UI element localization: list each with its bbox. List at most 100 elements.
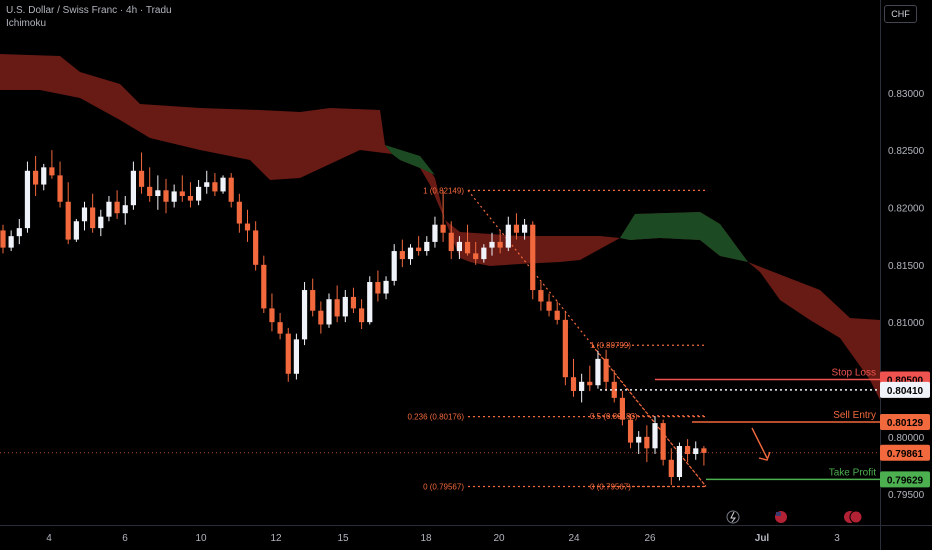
fib-right-label: 1 (0.80799) xyxy=(590,341,631,350)
candle-body xyxy=(676,446,683,477)
entry-ref-badge xyxy=(880,381,930,398)
fib-right-label: 0.5 (0.80183) xyxy=(590,412,638,421)
candle-body xyxy=(538,290,544,302)
projection-arrow xyxy=(751,427,768,459)
ichimoku-cloud xyxy=(0,54,880,400)
fib-left-label: 0 (0.79567) xyxy=(423,483,464,492)
candle-body xyxy=(41,167,47,185)
y-tick-label: 0.79500 xyxy=(888,490,925,501)
candle-body xyxy=(570,377,577,391)
candle-body xyxy=(253,230,259,265)
candle-body xyxy=(261,264,267,309)
candle-body xyxy=(473,253,479,260)
candle-body xyxy=(98,216,104,229)
x-tick-label: 12 xyxy=(270,533,282,544)
entry-ref-badge-text: 0.80410 xyxy=(887,386,924,397)
x-tick-label: 18 xyxy=(420,533,432,544)
candle-body xyxy=(603,358,609,382)
candle-body xyxy=(611,381,617,398)
candle-body xyxy=(269,308,275,323)
candle-body xyxy=(383,280,389,294)
candle-body xyxy=(701,448,707,453)
y-tick-label: 0.83000 xyxy=(888,89,925,100)
candle-body xyxy=(464,241,471,254)
candle-body xyxy=(57,175,63,202)
y-tick-label: 0.82000 xyxy=(888,203,925,214)
candle-body xyxy=(424,241,430,252)
candle-body xyxy=(16,228,22,237)
candle-body xyxy=(448,232,454,252)
y-tick-label: 0.82500 xyxy=(888,146,925,157)
candle-body xyxy=(391,251,397,281)
candle-body xyxy=(489,241,495,248)
candle-body xyxy=(24,170,31,229)
candle-body xyxy=(204,182,210,187)
candle-body xyxy=(579,381,585,391)
candle-body xyxy=(660,423,666,460)
candle-body xyxy=(497,241,503,248)
candle-body xyxy=(155,190,161,197)
candle-body xyxy=(644,436,650,449)
symbol-title: U.S. Dollar / Swiss Franc · 4h · Tradu xyxy=(6,5,172,16)
candle-body xyxy=(33,170,39,185)
indicator-label[interactable]: Ichimoku xyxy=(6,18,47,29)
x-tick-label: 3 xyxy=(834,533,840,544)
candle-body xyxy=(546,301,552,311)
candle-body xyxy=(481,247,487,260)
x-tick-label: 15 xyxy=(337,533,349,544)
x-tick-label: Jul xyxy=(755,533,770,544)
y-tick-label: 0.80000 xyxy=(888,433,925,444)
sell-entry-badge xyxy=(880,414,930,431)
x-tick-label: 10 xyxy=(195,533,207,544)
candle-body xyxy=(65,201,71,240)
y-tick-label: 0.81500 xyxy=(888,261,925,272)
candle-body xyxy=(652,423,658,449)
last-price-badge xyxy=(880,444,930,461)
candle-body xyxy=(350,296,357,309)
candle-body xyxy=(668,459,674,477)
candle-body xyxy=(693,448,699,455)
candle-body xyxy=(277,322,283,334)
fib-left-label: 1 (0.82149) xyxy=(423,186,464,195)
candle-body xyxy=(318,310,324,325)
candle-body xyxy=(334,299,340,317)
candle-body xyxy=(0,230,6,248)
projection-arrow-head xyxy=(758,451,771,461)
candle-body xyxy=(163,190,169,202)
candle-body xyxy=(122,205,128,214)
candle-body xyxy=(595,358,601,386)
candle-body xyxy=(416,247,422,252)
candle-body xyxy=(636,436,642,443)
us-flag-icon-canton xyxy=(776,512,781,516)
take-profit-badge xyxy=(880,471,930,488)
candle-body xyxy=(49,167,55,176)
candle-body xyxy=(627,419,634,443)
x-tick-label: 24 xyxy=(568,533,580,544)
stop-loss-badge-text: 0.80500 xyxy=(887,376,924,387)
candle-body xyxy=(440,224,446,233)
candle-body xyxy=(293,339,299,374)
candle-body xyxy=(685,446,691,455)
candle-body xyxy=(114,201,120,214)
ichimoku-cloud-bullish xyxy=(385,145,435,175)
candle-body xyxy=(342,296,348,317)
candle-body xyxy=(236,201,242,224)
fib-left-trend xyxy=(467,190,707,487)
candle-body xyxy=(244,223,251,231)
candle-body xyxy=(619,397,625,420)
candle-body xyxy=(399,251,405,260)
x-tick-label: 20 xyxy=(493,533,505,544)
candle-body xyxy=(554,310,560,320)
fib-right-label: 0 (0.79567) xyxy=(590,483,631,492)
us-flag-icon[interactable] xyxy=(849,510,863,524)
stop-loss-label: Stop Loss xyxy=(832,368,876,379)
currency-button[interactable]: CHF xyxy=(884,5,917,23)
sell-entry-badge-text: 0.80129 xyxy=(887,418,924,429)
fib-left-label: 0.236 (0.80176) xyxy=(408,413,465,422)
lightning-icon[interactable] xyxy=(726,510,740,524)
candle-body xyxy=(301,290,308,340)
candle-body xyxy=(130,170,136,206)
take-profit-badge-text: 0.79629 xyxy=(887,475,924,486)
candle-body xyxy=(562,319,568,378)
